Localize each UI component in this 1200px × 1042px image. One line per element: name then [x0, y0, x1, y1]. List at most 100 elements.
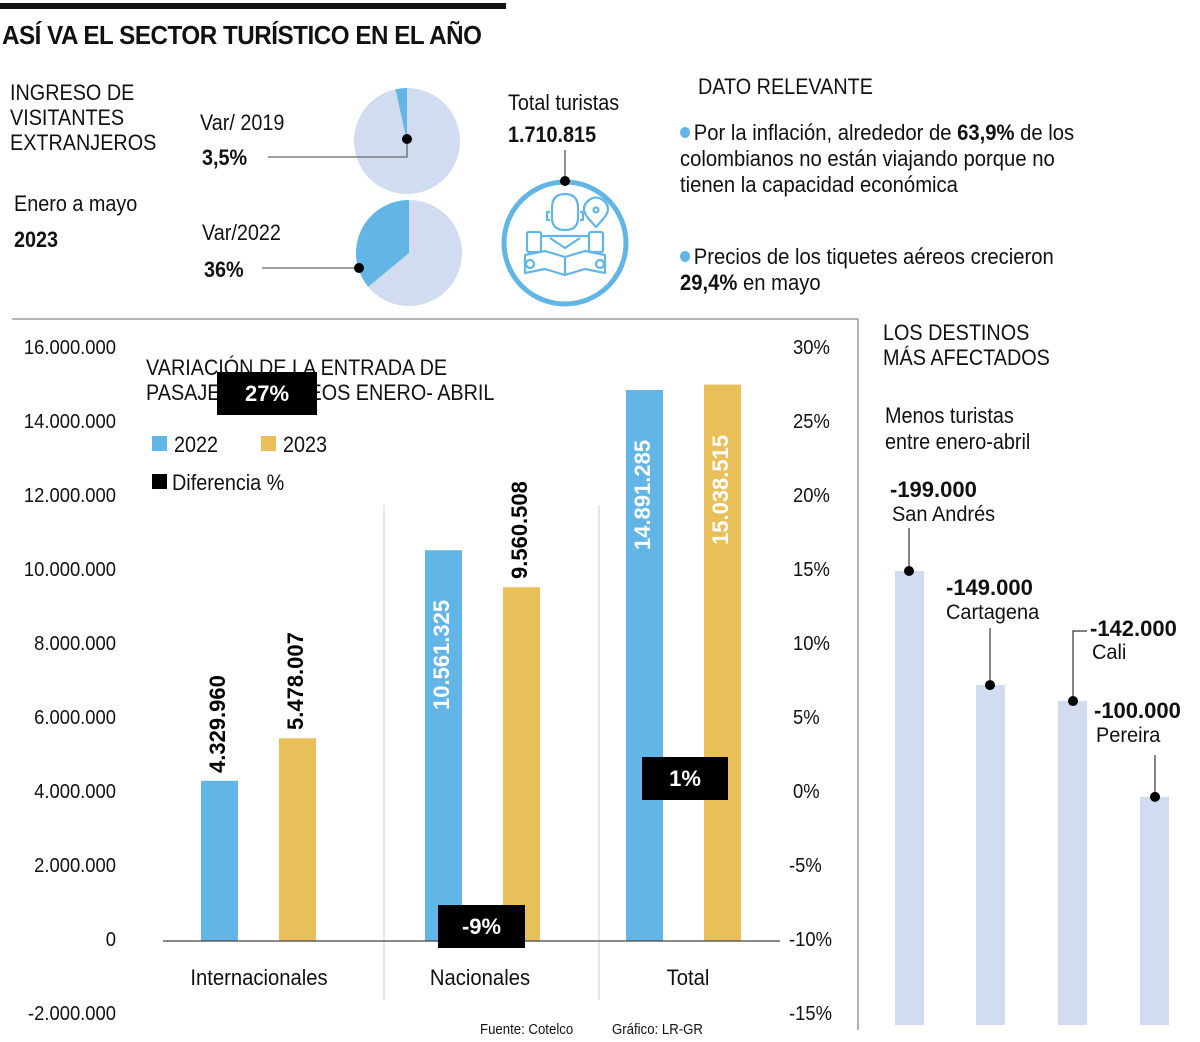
- category-label-internacionales: Internacionales: [190, 965, 328, 990]
- destination-marker-dot: [904, 566, 914, 576]
- var2022-label: Var/2022: [202, 220, 281, 245]
- destination-bars: [895, 528, 1169, 1025]
- bar-2023-nacionales: [503, 587, 540, 941]
- visitors-title-line: INGRESO DE: [10, 80, 135, 105]
- y-axis-tick-left: 12.000.000: [23, 485, 116, 507]
- y-axis-tick-left: 10.000.000: [23, 559, 116, 581]
- var2019-label: Var/ 2019: [200, 110, 285, 135]
- total-tourists-label: Total turistas: [508, 90, 620, 115]
- traveler-with-map-icon: [501, 150, 629, 307]
- y-axis-tick-right: 20%: [793, 485, 830, 507]
- destinations-title: LOS DESTINOS MÁS AFECTADOS: [883, 320, 1050, 370]
- bullet-highlight: 63,9%: [957, 120, 1015, 145]
- bullet-icon: [680, 127, 691, 138]
- y-axis-tick-right: 30%: [793, 337, 830, 359]
- destination-marker-dot: [1068, 696, 1078, 707]
- y-axis-tick-right: 25%: [793, 411, 830, 433]
- bar-2022-nacionales: [425, 550, 462, 941]
- destination-name: Cartagena: [946, 601, 1040, 624]
- bullet-text: Por la inflación, alrededor de: [693, 120, 958, 145]
- bar-2023-internacionales: [279, 738, 316, 941]
- bar-value-label: 10.561.325: [428, 600, 454, 711]
- total-tourists-value: 1.710.815: [508, 122, 597, 147]
- y-axis-tick-right: 10%: [793, 633, 830, 655]
- difference-badge: 27%: [217, 372, 317, 416]
- destinations-subtitle-line: entre enero-abril: [885, 429, 1031, 454]
- var2019-value: 3,5%: [202, 145, 248, 170]
- bar-2023-total: [704, 384, 741, 941]
- page-title: ASÍ VA EL SECTOR TURÍSTICO EN EL AÑO: [2, 20, 482, 50]
- y-axis-tick-left: 6.000.000: [34, 707, 116, 729]
- legend-swatch-2022: [152, 436, 167, 451]
- pie-var2019: [268, 88, 460, 194]
- y-axis-tick-right: 15%: [793, 559, 830, 581]
- destination-value: -142.000: [1090, 616, 1177, 641]
- y-axis-tick-left: -2.000.000: [28, 1003, 117, 1025]
- bullet-highlight: 29,4%: [680, 270, 738, 295]
- y-axis-tick-left: 4.000.000: [34, 781, 116, 803]
- period-label: Enero a mayo: [14, 191, 138, 216]
- relevant-bullet: Por la inflación, alrededor de 63,9% de …: [680, 120, 1103, 198]
- destination-value: -199.000: [890, 477, 977, 502]
- bar-value-label: 9.560.508: [506, 481, 532, 580]
- bar-value-label: 14.891.285: [629, 439, 655, 551]
- y-axis-tick-right: -10%: [789, 929, 832, 951]
- destinations-subtitle: Menos turistas entre enero-abril: [885, 403, 1030, 455]
- destination-bar-san-andrés: [895, 571, 924, 1025]
- bullet-text: Precios de los tiquetes aéreos crecieron: [693, 244, 1054, 269]
- y-axis-tick-left: 8.000.000: [34, 633, 116, 655]
- destination-bar-cali: [1058, 701, 1087, 1025]
- pie-var2022: [262, 200, 462, 306]
- destinations-title-line: MÁS AFECTADOS: [883, 345, 1050, 370]
- category-label-total: Total: [666, 965, 710, 990]
- bullet-text: de los colombianos no están viajando por…: [680, 120, 1075, 197]
- category-label-nacionales: Nacionales: [429, 965, 531, 990]
- y-axis-tick-left: 16.000.000: [23, 337, 116, 359]
- legend-label-difference: Diferencia %: [172, 470, 285, 495]
- destination-value: -149.000: [946, 575, 1033, 600]
- bar-value-label: 5.478.007: [282, 632, 308, 731]
- chart-title-line: PASAJEROS AÉREOS ENERO- ABRIL: [146, 380, 495, 405]
- y-axis-tick-right: -5%: [789, 855, 822, 877]
- pie-var2019-slice: [395, 88, 407, 141]
- credit-note: Gráfico: LR-GR: [612, 1021, 703, 1038]
- legend-swatch-2023: [261, 436, 276, 451]
- chart-title-line: VARIACIÓN DE LA ENTRADA DE: [146, 355, 448, 380]
- relevant-title: DATO RELEVANTE: [698, 74, 873, 99]
- source-note: Fuente: Cotelco: [480, 1021, 574, 1038]
- pie-var2019-leader: [268, 139, 408, 158]
- bar-value-label: 15.038.515: [707, 434, 733, 545]
- bar-2022-internacionales: [201, 780, 238, 941]
- visitors-title-line: VISITANTES: [10, 105, 125, 130]
- destination-name: Cali: [1092, 641, 1127, 664]
- destination-marker-dot: [985, 680, 995, 691]
- y-axis-tick-left: 0: [105, 929, 116, 951]
- destination-name: San Andrés: [892, 503, 996, 526]
- relevant-bullet: Precios de los tiquetes aéreos crecieron…: [680, 244, 1103, 296]
- legend-swatch-difference: [152, 474, 167, 489]
- visitors-title: INGRESO DE VISITANTES EXTRANJEROS: [10, 80, 156, 155]
- destination-value: -100.000: [1094, 698, 1181, 723]
- difference-badge: 1%: [642, 757, 728, 801]
- destination-bar-cartagena: [976, 685, 1005, 1025]
- destination-name: Pereira: [1096, 724, 1161, 747]
- legend-label-2023: 2023: [283, 432, 328, 457]
- bar-2022-total: [626, 390, 663, 941]
- y-axis-tick-right: -15%: [789, 1003, 832, 1025]
- var2022-value: 36%: [204, 257, 244, 282]
- destination-leader-line: [1072, 630, 1087, 701]
- y-axis-tick-right: 0%: [793, 781, 820, 803]
- passenger-bars: [201, 384, 741, 941]
- destinations-title-line: LOS DESTINOS: [883, 320, 1030, 345]
- destination-bar-pereira: [1140, 796, 1169, 1025]
- pie-var2022-dot: [354, 263, 364, 273]
- title-rule: [0, 3, 506, 9]
- pie-var2022-slice: [356, 200, 409, 287]
- pie-var2019-dot: [402, 134, 412, 144]
- bullet-icon: [680, 251, 691, 262]
- destination-marker-dot: [1150, 791, 1160, 802]
- chart-title: VARIACIÓN DE LA ENTRADA DE PASAJEROS AÉR…: [146, 355, 494, 405]
- y-axis-tick-left: 2.000.000: [34, 855, 116, 877]
- visitors-title-line: EXTRANJEROS: [10, 130, 157, 155]
